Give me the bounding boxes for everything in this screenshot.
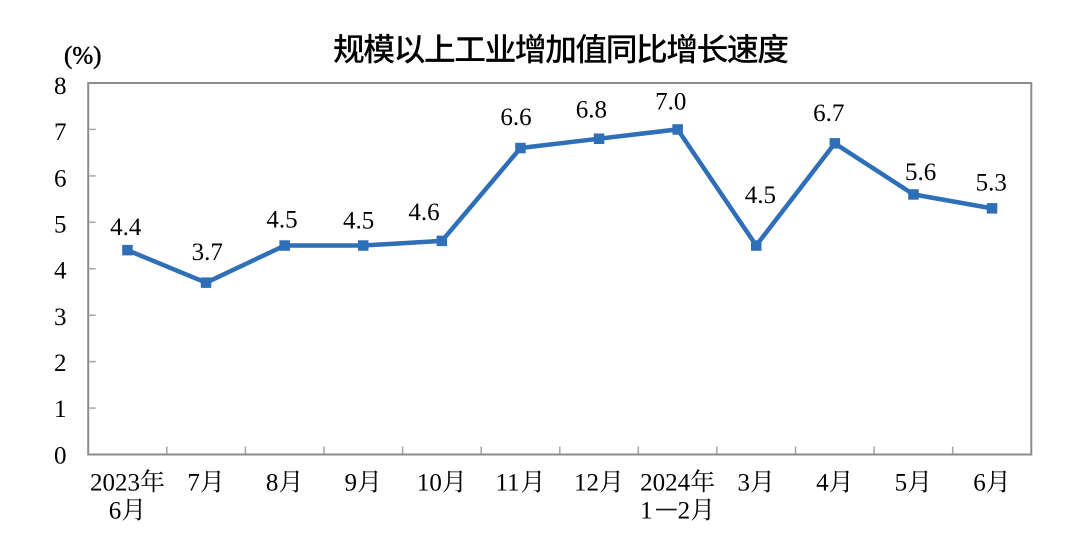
svg-text:6: 6: [973, 470, 986, 497]
svg-text:6: 6: [54, 165, 67, 192]
svg-text:4: 4: [816, 470, 829, 497]
svg-text:2: 2: [54, 350, 67, 377]
svg-text:5.6: 5.6: [905, 159, 936, 186]
svg-text:8: 8: [54, 73, 67, 100]
svg-text:4.5: 4.5: [266, 207, 297, 234]
svg-text:6.7: 6.7: [813, 100, 844, 127]
svg-text:7: 7: [187, 470, 200, 497]
svg-text:5: 5: [895, 470, 908, 497]
svg-text:4.5: 4.5: [745, 182, 776, 209]
svg-text:3.7: 3.7: [192, 239, 223, 266]
svg-text:1: 1: [640, 498, 653, 525]
svg-text:6: 6: [109, 498, 122, 525]
svg-text:5.3: 5.3: [976, 170, 1007, 197]
svg-text:4.6: 4.6: [408, 199, 439, 226]
svg-text:9: 9: [345, 470, 358, 497]
svg-text:5: 5: [54, 212, 67, 239]
svg-text:7.0: 7.0: [655, 88, 686, 115]
svg-text:0: 0: [54, 442, 67, 469]
svg-text:4: 4: [54, 258, 67, 285]
svg-text:6.6: 6.6: [500, 104, 531, 131]
svg-text:7: 7: [54, 119, 67, 146]
svg-text:3: 3: [54, 304, 67, 331]
svg-text:2024: 2024: [640, 470, 691, 497]
svg-text:3: 3: [737, 470, 750, 497]
svg-text:4.5: 4.5: [343, 208, 374, 235]
svg-text:(%): (%): [64, 43, 101, 70]
svg-text:8: 8: [266, 470, 279, 497]
svg-text:4.4: 4.4: [110, 214, 142, 241]
svg-text:6.8: 6.8: [576, 97, 607, 124]
svg-text:2023: 2023: [90, 470, 140, 497]
svg-text:12: 12: [574, 470, 599, 497]
svg-text:10: 10: [417, 470, 442, 497]
svg-text:1: 1: [54, 396, 67, 423]
svg-text:11: 11: [495, 470, 519, 497]
svg-text:2: 2: [678, 498, 691, 525]
